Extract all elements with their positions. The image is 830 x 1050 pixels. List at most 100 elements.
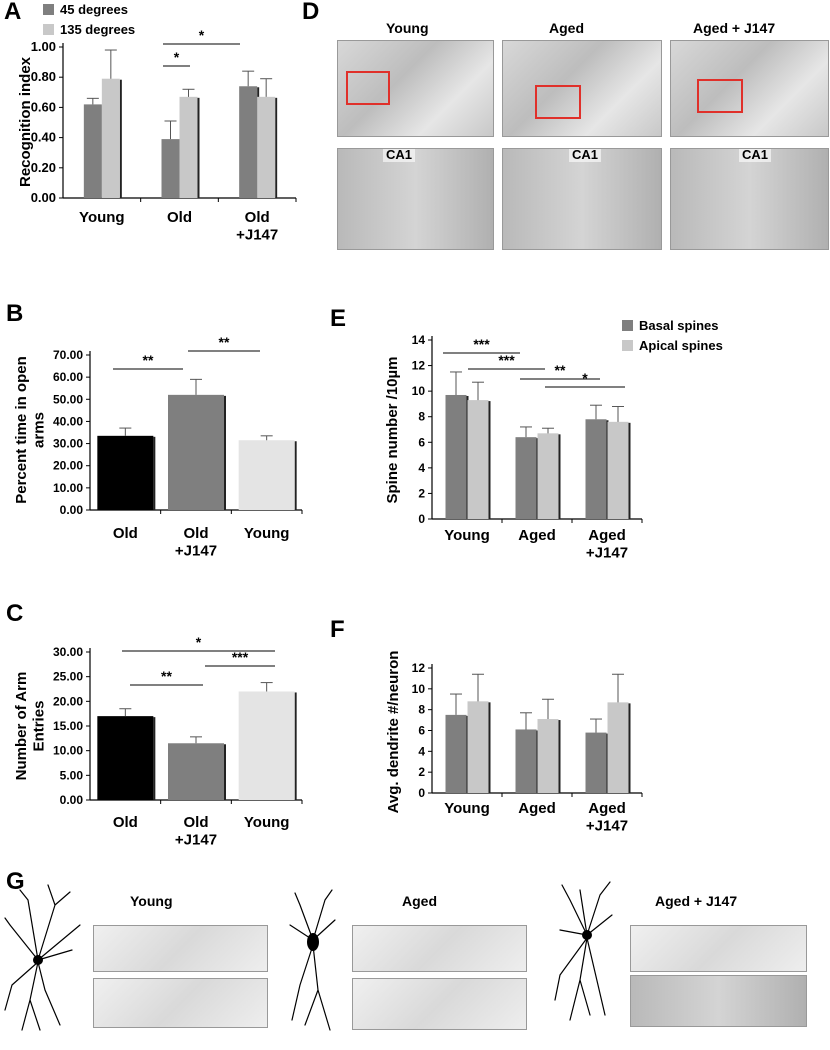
neuron-tracing-aged [291, 944, 331, 1031]
panel-b-bar-edge [294, 441, 297, 510]
hippocampus-image-young [337, 40, 494, 137]
panel-e-y-tick-label: 0 [418, 512, 425, 526]
panel-a-y-tick-label: 0.20 [31, 160, 56, 175]
panel-f-y-tick-label: 4 [418, 744, 425, 758]
panel-e-bar-edge [558, 434, 561, 519]
panel-e-legend-label: Apical spines [639, 338, 723, 353]
panel-c-bar-edge [294, 692, 297, 800]
roi-box [346, 71, 390, 105]
panel-e-bar [585, 419, 607, 519]
ca1-label: CA1 [739, 149, 772, 162]
panel-a-y-tick-label: 0.80 [31, 69, 56, 84]
panel-c-y-tick-label: 25.00 [53, 670, 83, 684]
panel-b-bar-edge [153, 436, 156, 510]
neuron-tracing-young [4, 884, 81, 961]
panel-g-label-aged: Aged [402, 893, 437, 909]
panel-e-legend-label: Basal spines [639, 318, 719, 333]
panel-letter-d: D [302, 0, 320, 25]
panel-f-y-tick-label: 0 [418, 786, 425, 800]
panel-e-legend-swatch [622, 340, 633, 351]
dendrite-image-aged-j147-top [630, 925, 807, 972]
panel-e-y-tick-label: 4 [418, 461, 425, 475]
panel-b-significance-stars: ** [143, 352, 154, 368]
panel-a-category-label: Young [79, 209, 125, 226]
ca1-label: CA1 [383, 149, 416, 162]
panel-a-bar [257, 96, 276, 198]
panel-a-y-tick-label: 0.40 [31, 130, 56, 145]
panel-e-significance-stars: *** [498, 352, 515, 368]
panel-e-y-tick-label: 2 [418, 486, 425, 500]
panel-e-legend-swatch [622, 320, 633, 331]
neuron-soma-young [33, 955, 43, 965]
panel-f-bar [467, 701, 489, 793]
neuron-soma-aged-j147 [582, 930, 592, 940]
dendrite-image-aged-top [352, 925, 527, 972]
panel-e-significance-stars: *** [473, 336, 490, 352]
panel-f-y-tick-label: 12 [412, 661, 426, 675]
neuron-tracing-aged-j147 [559, 881, 613, 936]
panel-g-label-young: Young [130, 893, 173, 909]
panel-e-y-tick-label: 12 [412, 359, 426, 373]
neuron-soma-aged [307, 933, 319, 951]
ca1-image-young: CA1 [337, 148, 494, 250]
panel-f-y-axis-label: Avg. dendrite #/neuron [385, 651, 402, 814]
panel-a-y-tick-label: 1.00 [31, 39, 56, 54]
panel-a-bar [83, 104, 102, 198]
panel-e-bar-edge [488, 401, 491, 519]
panel-e-significance-stars: ** [555, 362, 566, 378]
panel-b-y-tick-label: 10.00 [53, 481, 83, 495]
panel-c-y-tick-label: 30.00 [53, 645, 83, 659]
panel-f-bar [607, 702, 629, 793]
panel-f-bar [445, 714, 467, 793]
panel-a-legend-label: 135 degrees [60, 22, 135, 37]
panel-e-bar [445, 394, 467, 519]
panel-c-category-label: Old +J147 [175, 814, 217, 848]
panel-c-y-tick-label: 5.00 [60, 768, 84, 782]
neuron-tracing-aged-j147 [554, 937, 606, 1021]
panel-f-category-label: Young [444, 800, 490, 817]
panel-c-y-axis-label: Number of ArmEntries [13, 672, 47, 781]
dendrite-image-aged-bottom [352, 978, 527, 1030]
panel-f-y-tick-label: 10 [412, 682, 426, 696]
neuron-tracing-aged [289, 889, 336, 941]
panel-b-y-tick-label: 0.00 [60, 503, 84, 517]
panel-e-bar [515, 437, 537, 519]
roi-box [535, 85, 581, 119]
panel-f-y-tick-label: 8 [418, 703, 425, 717]
panel-e-y-tick-label: 14 [412, 333, 426, 347]
panel-c-significance-stars: *** [232, 649, 249, 665]
panel-f-bar [537, 719, 559, 793]
panel-a-bar-edge [275, 97, 278, 198]
panel-e-y-tick-label: 10 [412, 384, 426, 398]
panel-e-significance-stars: * [582, 370, 588, 386]
panel-c-bar [238, 691, 295, 800]
panel-b-y-tick-label: 30.00 [53, 437, 83, 451]
panel-e-y-tick-label: 8 [418, 410, 425, 424]
panel-a-bar [101, 78, 120, 198]
panel-a-y-tick-label: 0.60 [31, 99, 56, 114]
panel-a-category-label: Old +J147 [236, 209, 278, 243]
panel-letter-g: G [6, 868, 25, 895]
panel-d-label-aged: Aged [549, 20, 584, 36]
panel-c-category-label: Young [244, 814, 290, 831]
panel-b-category-label: Old [113, 525, 138, 542]
ca1-label: CA1 [569, 149, 602, 162]
panel-e-category-label: Young [444, 527, 490, 544]
panel-a-significance-stars: * [199, 27, 205, 43]
panel-c-bar-edge [224, 744, 226, 800]
hippocampus-image-aged [502, 40, 662, 137]
panel-c-bar [168, 743, 224, 800]
panel-a-legend-swatch [43, 24, 54, 35]
panel-a-significance-stars: * [174, 49, 180, 65]
panel-b-y-axis-label: Percent time in openarms [13, 356, 47, 504]
ca1-image-aged-j147: CA1 [670, 148, 829, 250]
ca1-image-aged: CA1 [502, 148, 662, 250]
panel-c-y-tick-label: 20.00 [53, 694, 83, 708]
panel-c-y-tick-label: 0.00 [60, 793, 84, 807]
panel-b-y-tick-label: 60.00 [53, 370, 83, 384]
panel-a-bar-edge [197, 97, 200, 198]
dendrite-image-aged-j147-bottom [630, 975, 807, 1027]
panel-d-label-aged-j147: Aged + J147 [693, 20, 776, 36]
panel-b-bar [238, 440, 295, 510]
